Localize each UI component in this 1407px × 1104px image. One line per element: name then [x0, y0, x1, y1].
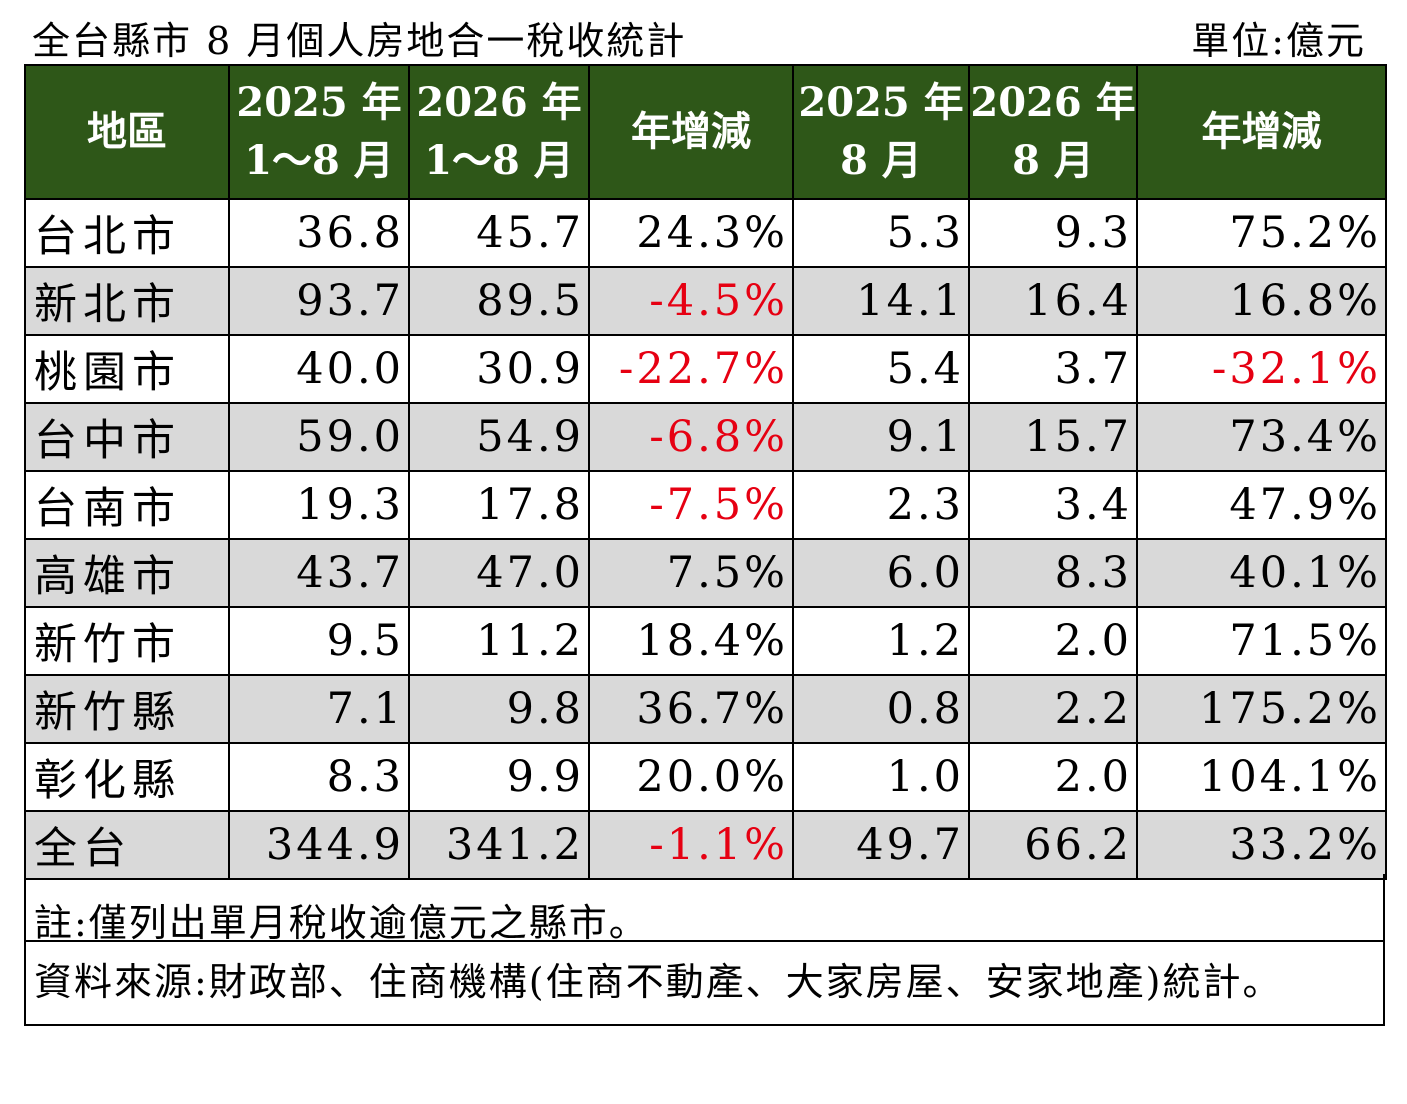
- value-cell-ytd-2025: 9.5: [228, 606, 410, 676]
- table-row: 台南市 19.3 17.8 -7.5% 2.3 3.4 47.9%: [24, 470, 1387, 540]
- value-cell-aug-2026: 66.2: [968, 810, 1138, 880]
- value-cell-ytd-change: 18.4%: [588, 606, 794, 676]
- region-cell: 彰化縣: [24, 742, 230, 812]
- region-cell: 新竹縣: [24, 674, 230, 744]
- value-cell-aug-change: 175.2%: [1136, 674, 1387, 744]
- value-cell-aug-2026: 16.4: [968, 266, 1138, 336]
- value-cell-aug-change: 33.2%: [1136, 810, 1387, 880]
- value-cell-ytd-2026: 9.9: [408, 742, 590, 812]
- title-row: 全台縣市 8 月個人房地合一稅收統計 單位:億元: [24, 6, 1384, 63]
- region-cell: 全台: [24, 810, 230, 880]
- value-cell-ytd-change: 36.7%: [588, 674, 794, 744]
- header-ytd-2026: 2026 年 1～8 月: [408, 64, 590, 200]
- value-cell-ytd-change: 7.5%: [588, 538, 794, 608]
- table-row: 新竹市 9.5 11.2 18.4% 1.2 2.0 71.5%: [24, 606, 1387, 676]
- footnote: 註:僅列出單月稅收逾億元之縣市。: [26, 874, 1383, 945]
- region-cell: 高雄市: [24, 538, 230, 608]
- value-cell-aug-2025: 1.2: [792, 606, 970, 676]
- table-row: 高雄市 43.7 47.0 7.5% 6.0 8.3 40.1%: [24, 538, 1387, 608]
- value-cell-aug-change: 47.9%: [1136, 470, 1387, 540]
- value-cell-ytd-change: -4.5%: [588, 266, 794, 336]
- value-cell-ytd-change: -22.7%: [588, 334, 794, 404]
- value-cell-aug-2026: 8.3: [968, 538, 1138, 608]
- value-cell-aug-2026: 2.0: [968, 742, 1138, 812]
- value-cell-aug-change: -32.1%: [1136, 334, 1387, 404]
- table-row: 彰化縣 8.3 9.9 20.0% 1.0 2.0 104.1%: [24, 742, 1387, 812]
- value-cell-ytd-2026: 89.5: [408, 266, 590, 336]
- value-cell-aug-2025: 5.3: [792, 198, 970, 268]
- value-cell-aug-change: 71.5%: [1136, 606, 1387, 676]
- value-cell-ytd-2025: 344.9: [228, 810, 410, 880]
- value-cell-ytd-change: 20.0%: [588, 742, 794, 812]
- header-ytd-change: 年增減: [588, 64, 794, 200]
- region-cell: 新北市: [24, 266, 230, 336]
- table-row: 新竹縣 7.1 9.8 36.7% 0.8 2.2 175.2%: [24, 674, 1387, 744]
- value-cell-aug-2025: 5.4: [792, 334, 970, 404]
- value-cell-aug-2025: 6.0: [792, 538, 970, 608]
- value-cell-ytd-2026: 11.2: [408, 606, 590, 676]
- value-cell-ytd-2025: 8.3: [228, 742, 410, 812]
- value-cell-ytd-2025: 40.0: [228, 334, 410, 404]
- value-cell-ytd-2026: 17.8: [408, 470, 590, 540]
- value-cell-aug-change: 40.1%: [1136, 538, 1387, 608]
- value-cell-ytd-2025: 19.3: [228, 470, 410, 540]
- value-cell-ytd-2026: 30.9: [408, 334, 590, 404]
- value-cell-aug-2025: 1.0: [792, 742, 970, 812]
- value-cell-aug-change: 73.4%: [1136, 402, 1387, 472]
- value-cell-ytd-2025: 43.7: [228, 538, 410, 608]
- value-cell-aug-2026: 2.0: [968, 606, 1138, 676]
- unit-label: 單位:億元: [1191, 19, 1366, 63]
- region-cell: 台北市: [24, 198, 230, 268]
- table-row: 桃園市 40.0 30.9 -22.7% 5.4 3.7 -32.1%: [24, 334, 1387, 404]
- value-cell-ytd-2026: 54.9: [408, 402, 590, 472]
- table-title: 全台縣市 8 月個人房地合一稅收統計: [32, 19, 687, 63]
- value-cell-ytd-change: -7.5%: [588, 470, 794, 540]
- table-row: 全台 344.9 341.2 -1.1% 49.7 66.2 33.2%: [24, 810, 1387, 880]
- header-aug-change: 年增減: [1136, 64, 1387, 200]
- value-cell-aug-2026: 3.7: [968, 334, 1138, 404]
- value-cell-aug-2025: 2.3: [792, 470, 970, 540]
- value-cell-ytd-2026: 341.2: [408, 810, 590, 880]
- value-cell-ytd-change: 24.3%: [588, 198, 794, 268]
- notes-box: 註:僅列出單月稅收逾億元之縣市。 資料來源:財政部、住商機構(住商不動產、大家房…: [24, 874, 1385, 1026]
- region-cell: 桃園市: [24, 334, 230, 404]
- value-cell-ytd-2026: 45.7: [408, 198, 590, 268]
- value-cell-ytd-2025: 7.1: [228, 674, 410, 744]
- value-cell-aug-2025: 14.1: [792, 266, 970, 336]
- region-cell: 台南市: [24, 470, 230, 540]
- value-cell-ytd-change: -6.8%: [588, 402, 794, 472]
- value-cell-aug-2026: 2.2: [968, 674, 1138, 744]
- value-cell-aug-2026: 9.3: [968, 198, 1138, 268]
- value-cell-aug-2025: 9.1: [792, 402, 970, 472]
- region-cell: 台中市: [24, 402, 230, 472]
- value-cell-ytd-2026: 47.0: [408, 538, 590, 608]
- value-cell-ytd-2025: 59.0: [228, 402, 410, 472]
- value-cell-aug-change: 16.8%: [1136, 266, 1387, 336]
- value-cell-aug-2025: 49.7: [792, 810, 970, 880]
- value-cell-aug-change: 75.2%: [1136, 198, 1387, 268]
- value-cell-aug-2026: 3.4: [968, 470, 1138, 540]
- table-row: 台中市 59.0 54.9 -6.8% 9.1 15.7 73.4%: [24, 402, 1387, 472]
- header-region: 地區: [24, 64, 230, 200]
- value-cell-aug-2025: 0.8: [792, 674, 970, 744]
- value-cell-ytd-2026: 9.8: [408, 674, 590, 744]
- header-ytd-2025: 2025 年 1～8 月: [228, 64, 410, 200]
- table-row: 台北市 36.8 45.7 24.3% 5.3 9.3 75.2%: [24, 198, 1387, 268]
- region-cell: 新竹市: [24, 606, 230, 676]
- value-cell-ytd-change: -1.1%: [588, 810, 794, 880]
- value-cell-ytd-2025: 36.8: [228, 198, 410, 268]
- value-cell-aug-2026: 15.7: [968, 402, 1138, 472]
- table-row: 新北市 93.7 89.5 -4.5% 14.1 16.4 16.8%: [24, 266, 1387, 336]
- value-cell-ytd-2025: 93.7: [228, 266, 410, 336]
- source-note: 資料來源:財政部、住商機構(住商不動產、大家房屋、安家地產)統計。: [34, 960, 1283, 1004]
- value-cell-aug-change: 104.1%: [1136, 742, 1387, 812]
